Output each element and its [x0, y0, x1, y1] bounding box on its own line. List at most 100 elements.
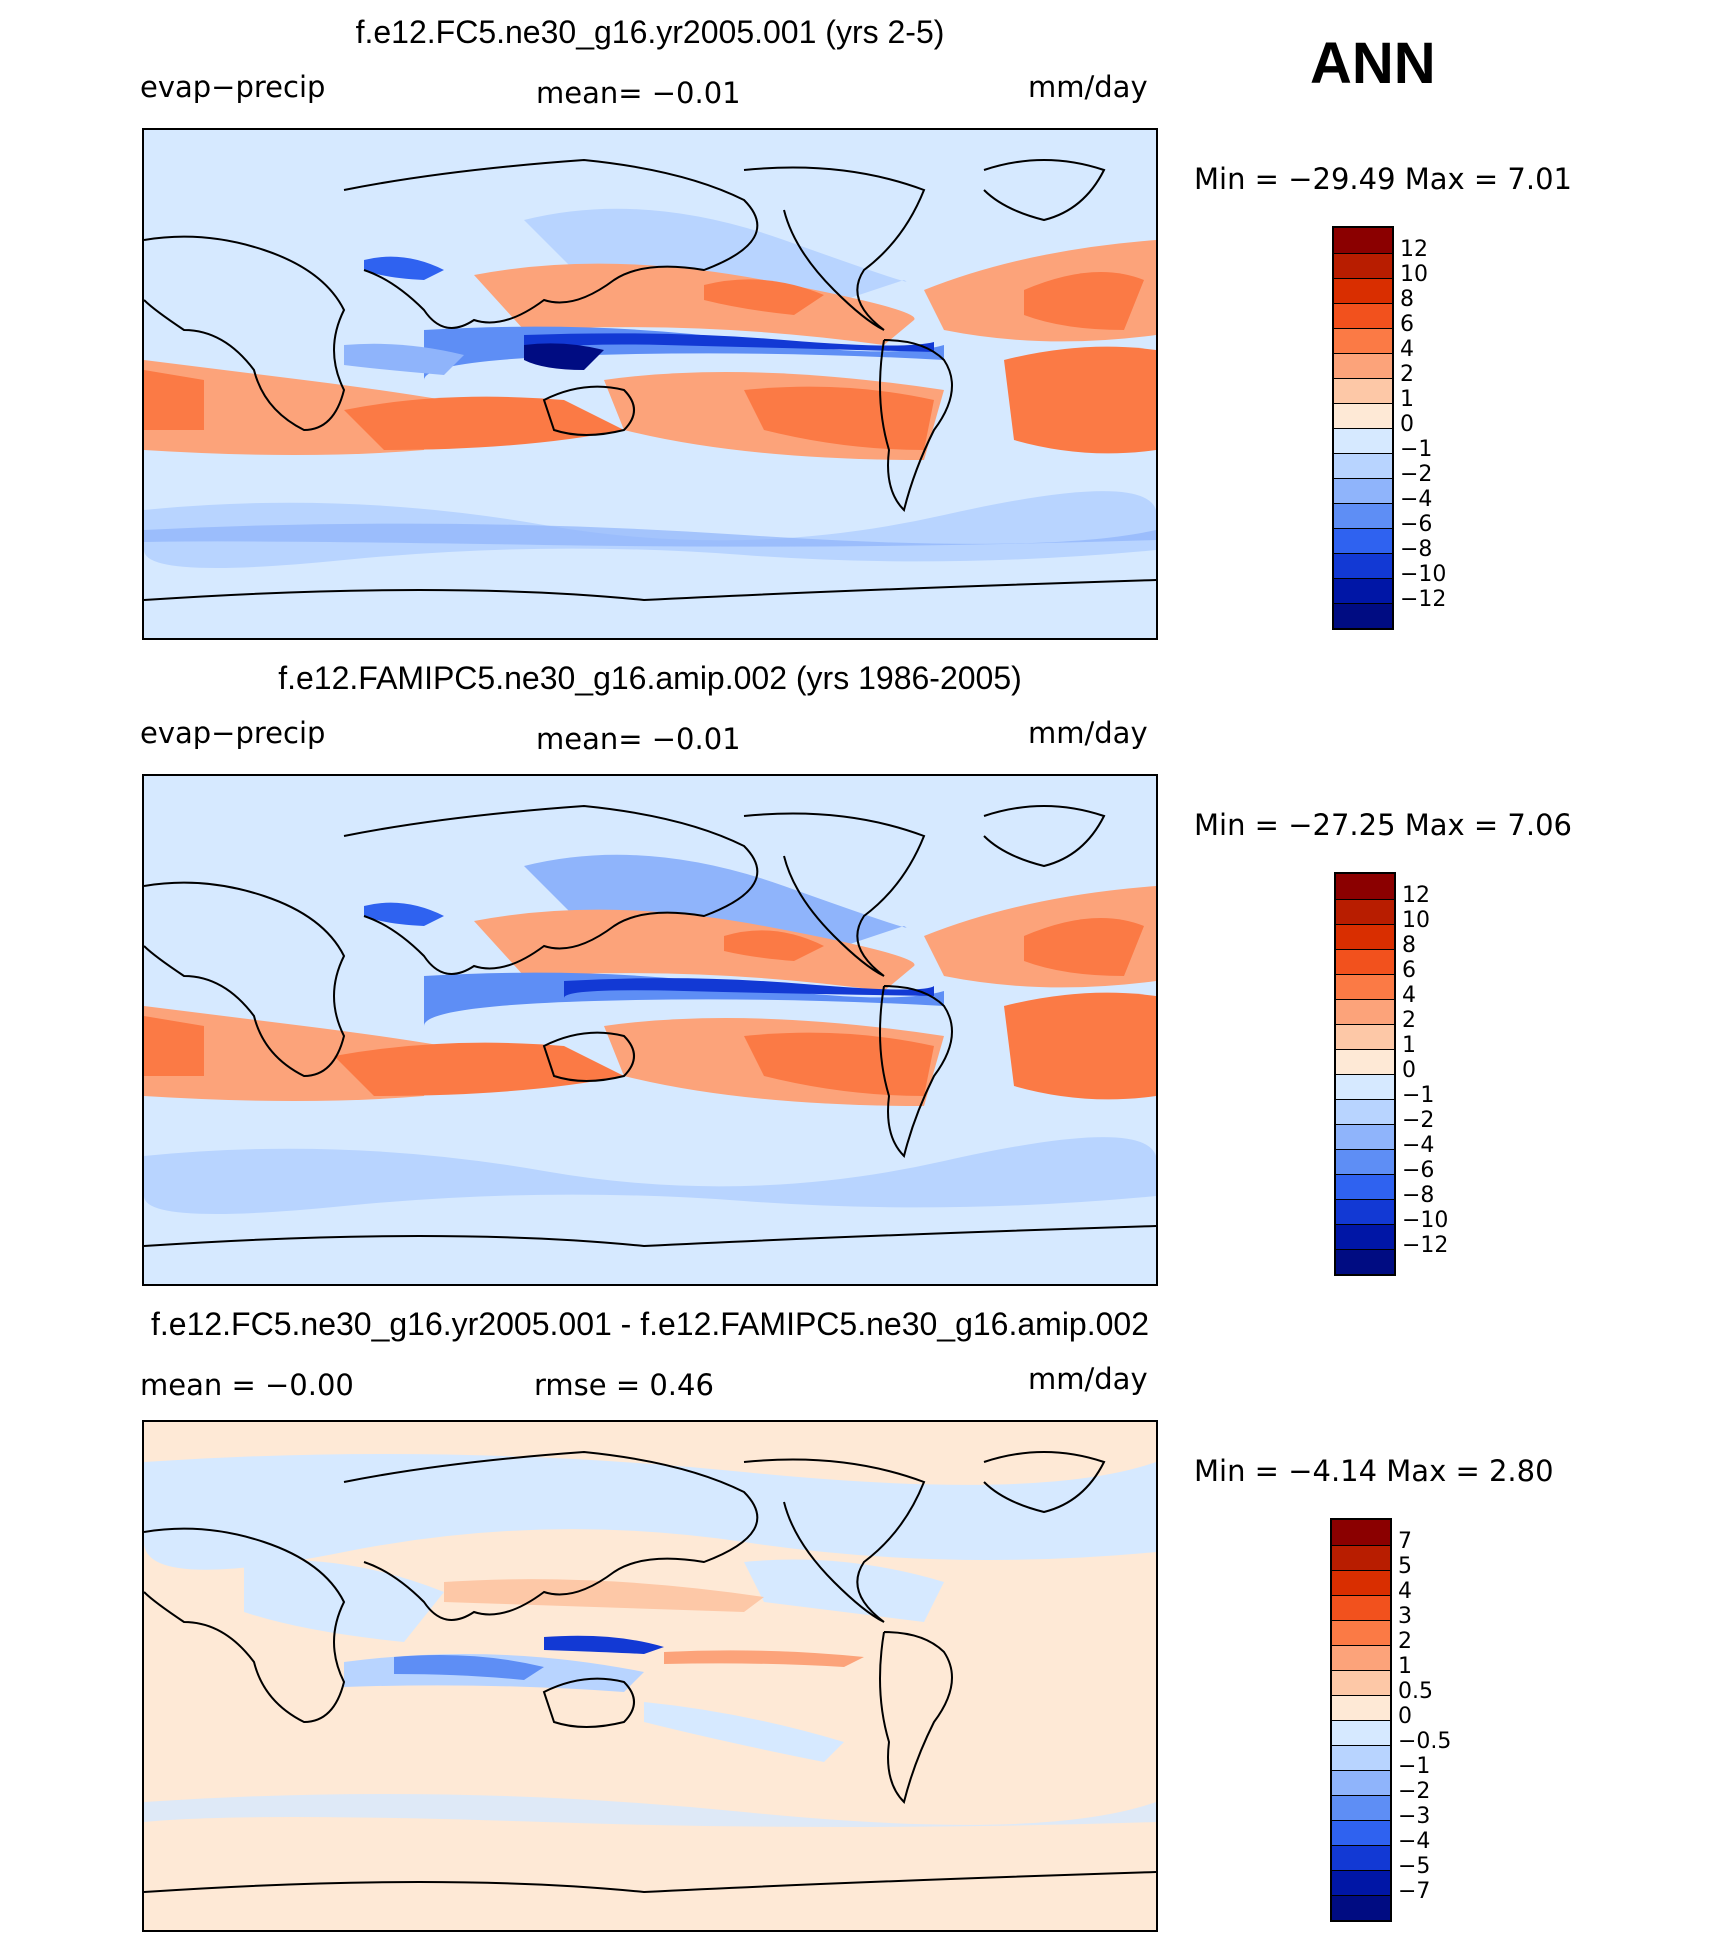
colorbar-tick-label: 4: [1398, 1579, 1412, 1604]
colorbar-tick-label: −4: [1398, 1829, 1431, 1854]
colorbar-swatch: [1336, 974, 1394, 999]
colorbar-swatch: [1332, 1795, 1390, 1820]
colorbar-tick-label: 6: [1402, 958, 1416, 983]
colorbar-swatch: [1332, 1595, 1390, 1620]
panel-3-title: f.e12.FC5.ne30_g16.yr2005.001 - f.e12.FA…: [150, 1306, 1149, 1342]
colorbar-swatch: [1332, 1695, 1390, 1720]
colorbar-tick-label: 0: [1402, 1058, 1416, 1083]
colorbar-swatch: [1334, 353, 1392, 378]
panel-1-map: [142, 128, 1158, 640]
panel-2-variable-label: evap−precip: [140, 716, 326, 750]
colorbar-swatch: [1332, 1845, 1390, 1870]
colorbar-tick-label: 7: [1398, 1529, 1412, 1554]
colorbar-swatch: [1336, 924, 1394, 949]
colorbar-swatch: [1336, 1224, 1394, 1249]
colorbar-tick-label: −2: [1400, 462, 1433, 487]
colorbar-tick-label: 1: [1398, 1654, 1412, 1679]
colorbar-tick-label: 6: [1400, 312, 1414, 337]
colorbar-swatch: [1332, 1745, 1390, 1770]
colorbar-swatch: [1332, 1895, 1390, 1920]
colorbar-tick-label: −4: [1400, 487, 1433, 512]
colorbar-tick-label: 8: [1402, 933, 1416, 958]
colorbar-tick-label: 5: [1398, 1554, 1412, 1579]
colorbar-swatch: [1336, 1199, 1394, 1224]
colorbar-tick-label: 2: [1398, 1629, 1412, 1654]
colorbar-swatch: [1334, 503, 1392, 528]
colorbar-tick-label: −10: [1402, 1208, 1449, 1233]
panel-2-units-label: mm/day: [1028, 716, 1148, 750]
colorbar-tick-label: 8: [1400, 287, 1414, 312]
colorbar-swatch: [1334, 328, 1392, 353]
colorbar-tick-label: 10: [1402, 908, 1430, 933]
colorbar-tick-label: −10: [1400, 562, 1447, 587]
colorbar-tick-label: 3: [1398, 1604, 1412, 1629]
panel-2-minmax: Min = −27.25 Max = 7.06: [1194, 808, 1572, 842]
colorbar-swatch: [1336, 874, 1394, 899]
colorbar-swatch: [1336, 1024, 1394, 1049]
colorbar-swatch: [1334, 428, 1392, 453]
colorbar-tick-label: −4: [1402, 1133, 1435, 1158]
colorbar-swatch: [1336, 1124, 1394, 1149]
colorbar-tick-label: 2: [1400, 362, 1414, 387]
colorbar-swatch: [1332, 1870, 1390, 1895]
colorbar-swatch: [1336, 999, 1394, 1024]
panel-3-mean-label: mean = −0.00: [140, 1368, 354, 1402]
colorbar-swatch: [1334, 603, 1392, 628]
colorbar-swatch: [1332, 1720, 1390, 1745]
season-label: ANN: [1310, 31, 1436, 96]
colorbar-tick-label: −6: [1402, 1158, 1435, 1183]
colorbar-swatch: [1336, 899, 1394, 924]
colorbar-tick-label: −1: [1400, 437, 1433, 462]
colorbar-tick-label: −0.5: [1398, 1729, 1452, 1754]
panel-2-colorbar: [1334, 872, 1396, 1276]
colorbar-tick-label: −1: [1398, 1754, 1431, 1779]
colorbar-swatch: [1332, 1520, 1390, 1545]
colorbar-swatch: [1332, 1620, 1390, 1645]
colorbar-swatch: [1332, 1670, 1390, 1695]
colorbar-tick-label: −6: [1400, 512, 1433, 537]
colorbar-swatch: [1334, 378, 1392, 403]
panel-1-mean-label: mean= −0.01: [536, 76, 741, 110]
colorbar-swatch: [1334, 478, 1392, 503]
colorbar-swatch: [1336, 949, 1394, 974]
colorbar-swatch: [1334, 453, 1392, 478]
panel-3-map: [142, 1420, 1158, 1932]
panel-1-minmax: Min = −29.49 Max = 7.01: [1194, 162, 1572, 196]
colorbar-swatch: [1334, 303, 1392, 328]
panel-1-title: f.e12.FC5.ne30_g16.yr2005.001 (yrs 2-5): [355, 14, 945, 50]
panel-3-rmse-label: rmse = 0.46: [534, 1368, 714, 1402]
colorbar-tick-label: 12: [1402, 883, 1430, 908]
colorbar-swatch: [1334, 278, 1392, 303]
colorbar-swatch: [1332, 1570, 1390, 1595]
colorbar-tick-label: 10: [1400, 262, 1428, 287]
colorbar-swatch: [1334, 228, 1392, 253]
colorbar-tick-label: 2: [1402, 1008, 1416, 1033]
colorbar-swatch: [1336, 1249, 1394, 1274]
colorbar-swatch: [1334, 253, 1392, 278]
colorbar-tick-label: −7: [1398, 1879, 1431, 1904]
colorbar-swatch: [1336, 1049, 1394, 1074]
colorbar-tick-label: −3: [1398, 1804, 1431, 1829]
colorbar-tick-label: 0.5: [1398, 1679, 1433, 1704]
colorbar-tick-label: 1: [1400, 387, 1414, 412]
colorbar-swatch: [1332, 1545, 1390, 1570]
colorbar-tick-label: −5: [1398, 1854, 1431, 1879]
colorbar-swatch: [1336, 1149, 1394, 1174]
colorbar-swatch: [1334, 403, 1392, 428]
colorbar-tick-label: −8: [1402, 1183, 1435, 1208]
colorbar-tick-label: −1: [1402, 1083, 1435, 1108]
panel-3-units-label: mm/day: [1028, 1362, 1148, 1396]
panel-2-mean-label: mean= −0.01: [536, 722, 741, 756]
colorbar-swatch: [1334, 578, 1392, 603]
colorbar-swatch: [1332, 1770, 1390, 1795]
colorbar-tick-label: 12: [1400, 237, 1428, 262]
panel-1-colorbar: [1332, 226, 1394, 630]
colorbar-tick-label: −2: [1398, 1779, 1431, 1804]
colorbar-tick-label: −8: [1400, 537, 1433, 562]
panel-3-colorbar: [1330, 1518, 1392, 1922]
panel-3-minmax: Min = −4.14 Max = 2.80: [1194, 1454, 1554, 1488]
colorbar-tick-label: −2: [1402, 1108, 1435, 1133]
colorbar-swatch: [1334, 528, 1392, 553]
colorbar-tick-label: −12: [1402, 1233, 1449, 1258]
colorbar-tick-label: 0: [1398, 1704, 1412, 1729]
